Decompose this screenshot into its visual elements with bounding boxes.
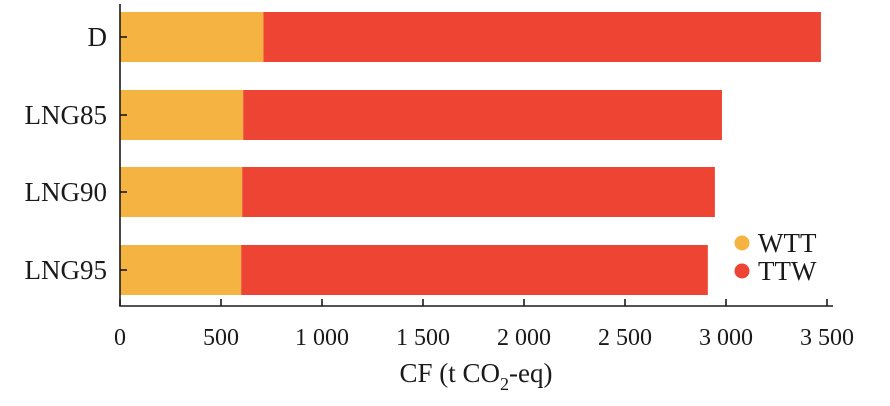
bar-d-wtt [120, 12, 264, 62]
bar-lng95-wtt [120, 245, 242, 295]
legend-marker-wtt [734, 235, 750, 251]
x-tick-label: 2 500 [598, 325, 652, 351]
category-label: LNG90 [25, 177, 108, 207]
x-axis-title: CF (t CO2-eq) [400, 358, 553, 394]
x-axis-title-subscript: 2 [500, 374, 509, 394]
x-axis-title-suffix: -eq) [509, 358, 552, 388]
bar-d-ttw [263, 12, 821, 62]
bar-lng85-ttw [243, 90, 722, 140]
category-label: LNG85 [25, 100, 108, 130]
bar-lng85-wtt [120, 90, 244, 140]
x-tick-label: 500 [203, 325, 239, 351]
x-tick-label: 3 500 [800, 325, 854, 351]
axes-group [119, 4, 833, 307]
bars-group [120, 12, 821, 295]
category-label: D [88, 22, 108, 52]
bar-lng95-ttw [241, 245, 708, 295]
x-tick-label: 3 000 [699, 325, 753, 351]
legend-label-ttw: TTW [758, 256, 817, 286]
x-tick-label: 2 000 [497, 325, 551, 351]
x-tick-label: 1 500 [396, 325, 450, 351]
x-tick-label: 0 [114, 325, 126, 351]
bar-lng90-wtt [120, 167, 243, 217]
legend-label-wtt: WTT [758, 228, 817, 258]
category-labels-group: D LNG85 LNG90 LNG95 [25, 22, 127, 285]
x-axis-title-prefix: CF (t CO [400, 358, 501, 388]
legend-marker-ttw [734, 263, 750, 279]
category-label: LNG95 [25, 255, 108, 285]
bar-lng90-ttw [242, 167, 715, 217]
x-tick-label: 1 000 [295, 325, 349, 351]
x-ticks-group: 0 500 1 000 1 500 2 000 2 500 3 000 3 500 [114, 299, 854, 351]
